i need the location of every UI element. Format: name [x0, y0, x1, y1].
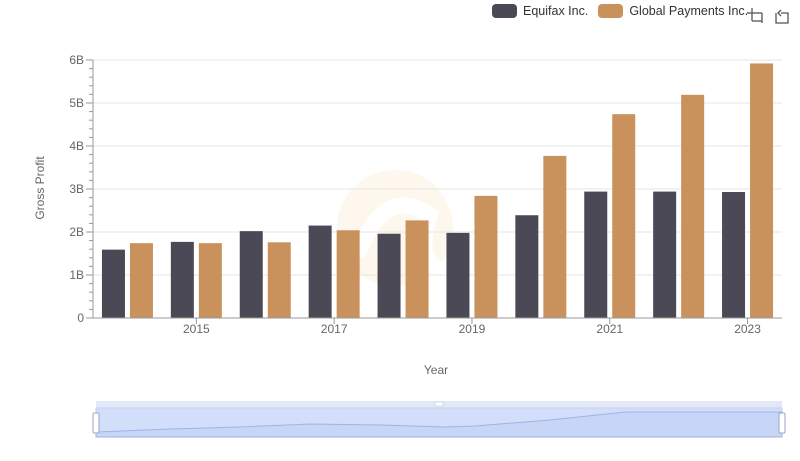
x-tick-label: 2023 [734, 322, 761, 336]
x-axis-title: Year [423, 363, 449, 377]
bar-global-payments-2018[interactable] [405, 220, 429, 318]
legend-item-equifax[interactable]: Equifax Inc. [492, 4, 588, 18]
navigator-left-handle[interactable] [92, 412, 100, 434]
bar-equifax-2021[interactable] [584, 191, 608, 318]
y-tick-label: 6B [69, 53, 84, 67]
bar-equifax-2015[interactable] [170, 241, 194, 318]
y-tick-label: 0 [77, 311, 84, 325]
range-navigator[interactable] [92, 401, 786, 438]
bars [101, 63, 774, 319]
zoom-reset-icon[interactable] [772, 7, 790, 25]
y-tick-label: 1B [69, 268, 84, 282]
bar-equifax-2023[interactable] [722, 192, 746, 318]
navigator-right-handle[interactable] [778, 412, 786, 434]
navigator-grip[interactable] [434, 401, 444, 407]
y-tick-label: 5B [69, 96, 84, 110]
bar-equifax-2017[interactable] [308, 225, 332, 318]
zoom-crosshair-icon[interactable] [746, 7, 764, 25]
x-tick-label: 2015 [183, 322, 210, 336]
x-axis: 2015 2017 2019 2021 2023 [93, 317, 782, 336]
x-tick-label: 2021 [596, 322, 623, 336]
legend-item-global-payments[interactable]: Global Payments Inc. [598, 4, 748, 18]
bar-global-payments-2022[interactable] [681, 94, 705, 318]
y-tick-label: 3B [69, 182, 84, 196]
legend-label-global-payments: Global Payments Inc. [629, 4, 749, 18]
legend-label-equifax: Equifax Inc. [523, 4, 589, 18]
legend: Equifax Inc. Global Payments Inc. [492, 4, 748, 18]
bar-equifax-2016[interactable] [239, 231, 263, 318]
bar-global-payments-2014[interactable] [129, 243, 153, 318]
bar-global-payments-2023[interactable] [750, 63, 774, 318]
legend-swatch-global-payments [598, 4, 624, 18]
y-axis: 0 1B 2B 3B 4B 5B 6B [69, 53, 94, 325]
bar-equifax-2020[interactable] [515, 215, 539, 318]
y-minor-ticks [89, 68, 93, 310]
bar-global-payments-2015[interactable] [198, 243, 222, 318]
bar-global-payments-2021[interactable] [612, 114, 636, 319]
bar-global-payments-2019[interactable] [474, 195, 498, 318]
bar-equifax-2022[interactable] [653, 191, 677, 318]
x-tick-label: 2017 [321, 322, 348, 336]
y-axis-title: Gross Profit [33, 156, 47, 220]
bar-global-payments-2017[interactable] [336, 230, 360, 318]
bar-global-payments-2020[interactable] [543, 155, 567, 318]
x-tick-label: 2019 [459, 322, 486, 336]
bar-equifax-2019[interactable] [446, 232, 470, 318]
bar-global-payments-2016[interactable] [267, 242, 291, 318]
bar-equifax-2018[interactable] [377, 233, 401, 318]
bar-equifax-2014[interactable] [101, 249, 125, 318]
y-tick-label: 2B [69, 225, 84, 239]
y-tick-label: 4B [69, 139, 84, 153]
legend-swatch-equifax [492, 4, 517, 18]
